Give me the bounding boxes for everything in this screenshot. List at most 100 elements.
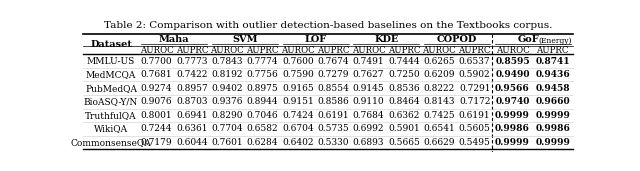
Text: 0.9145: 0.9145 — [353, 84, 385, 93]
Text: AUPRC: AUPRC — [317, 46, 349, 55]
Text: AUROC: AUROC — [211, 46, 244, 55]
Text: 0.6265: 0.6265 — [424, 57, 455, 66]
Text: 0.6537: 0.6537 — [459, 57, 490, 66]
Text: 0.8222: 0.8222 — [424, 84, 455, 93]
Text: 0.8001: 0.8001 — [141, 111, 172, 120]
Text: AUROC: AUROC — [281, 46, 315, 55]
Text: 0.9076: 0.9076 — [141, 97, 172, 106]
Text: Table 2: Comparison with outlier detection-based baselines on the Textbooks corp: Table 2: Comparison with outlier detecti… — [104, 21, 552, 30]
Text: 0.6044: 0.6044 — [176, 138, 208, 147]
Text: 0.7684: 0.7684 — [353, 111, 385, 120]
Text: TruthfulQA: TruthfulQA — [85, 111, 137, 120]
Text: 0.7601: 0.7601 — [211, 138, 243, 147]
Text: 0.8536: 0.8536 — [388, 84, 420, 93]
Text: 0.9986: 0.9986 — [495, 124, 530, 133]
Text: 0.7172: 0.7172 — [459, 97, 490, 106]
Text: 0.8595: 0.8595 — [495, 57, 530, 66]
Text: 0.6362: 0.6362 — [388, 111, 420, 120]
Text: COPOD: COPOD — [437, 35, 477, 44]
Text: 0.6402: 0.6402 — [282, 138, 314, 147]
Text: AUPRC: AUPRC — [536, 46, 569, 55]
Text: 0.5605: 0.5605 — [459, 124, 491, 133]
Text: 0.7773: 0.7773 — [176, 57, 207, 66]
Text: 0.7444: 0.7444 — [388, 57, 420, 66]
Text: 0.7700: 0.7700 — [141, 57, 172, 66]
Text: Maha: Maha — [159, 35, 189, 44]
Text: 0.9999: 0.9999 — [495, 111, 530, 120]
Text: AUPRC: AUPRC — [175, 46, 208, 55]
Text: 0.9458: 0.9458 — [536, 84, 570, 93]
Text: AUROC: AUROC — [495, 46, 529, 55]
Text: MMLU-US: MMLU-US — [87, 57, 135, 66]
Text: 0.7756: 0.7756 — [246, 70, 278, 79]
Text: 0.7291: 0.7291 — [459, 84, 490, 93]
Text: CommonsenseQA: CommonsenseQA — [70, 138, 152, 147]
Text: 0.9436: 0.9436 — [536, 70, 570, 79]
Text: 0.9999: 0.9999 — [535, 138, 570, 147]
Text: 0.7600: 0.7600 — [282, 57, 314, 66]
Text: AUROC: AUROC — [352, 46, 385, 55]
Text: 0.7627: 0.7627 — [353, 70, 385, 79]
Text: 0.7704: 0.7704 — [211, 124, 243, 133]
Text: 0.8741: 0.8741 — [536, 57, 570, 66]
Text: 0.6191: 0.6191 — [459, 111, 490, 120]
Text: 0.7046: 0.7046 — [247, 111, 278, 120]
Text: WikiQA: WikiQA — [94, 124, 128, 133]
Text: 0.8554: 0.8554 — [317, 84, 349, 93]
Text: 0.7590: 0.7590 — [282, 70, 314, 79]
Text: 0.8143: 0.8143 — [424, 97, 455, 106]
Text: 0.9110: 0.9110 — [353, 97, 385, 106]
Text: 0.7422: 0.7422 — [176, 70, 207, 79]
Text: KDE: KDE — [374, 35, 399, 44]
Text: 0.9999: 0.9999 — [535, 111, 570, 120]
Text: 0.6582: 0.6582 — [247, 124, 278, 133]
Text: BioASQ-Y/N: BioASQ-Y/N — [84, 97, 138, 106]
Text: 0.8464: 0.8464 — [388, 97, 420, 106]
Text: 0.7250: 0.7250 — [388, 70, 420, 79]
Text: 0.9165: 0.9165 — [282, 84, 314, 93]
Text: 0.9999: 0.9999 — [495, 138, 530, 147]
Text: 0.7244: 0.7244 — [141, 124, 172, 133]
Text: 0.6191: 0.6191 — [317, 111, 349, 120]
Text: 0.5665: 0.5665 — [388, 138, 420, 147]
Text: 0.6629: 0.6629 — [424, 138, 455, 147]
Text: 0.9986: 0.9986 — [535, 124, 570, 133]
Text: 0.7279: 0.7279 — [317, 70, 349, 79]
Text: AUPRC: AUPRC — [246, 46, 279, 55]
Text: (Energy): (Energy) — [538, 37, 572, 44]
Text: 0.9402: 0.9402 — [211, 84, 243, 93]
Text: 0.5330: 0.5330 — [317, 138, 349, 147]
Text: 0.5495: 0.5495 — [459, 138, 491, 147]
Text: 0.7424: 0.7424 — [282, 111, 314, 120]
Text: AUPRC: AUPRC — [388, 46, 420, 55]
Text: 0.5901: 0.5901 — [388, 124, 420, 133]
Text: Dataset: Dataset — [90, 40, 132, 49]
Text: 0.7681: 0.7681 — [141, 70, 172, 79]
Text: 0.9660: 0.9660 — [536, 97, 570, 106]
Text: 0.9490: 0.9490 — [495, 70, 530, 79]
Text: GoF: GoF — [518, 35, 540, 44]
Text: SVM: SVM — [232, 35, 258, 44]
Text: 0.6209: 0.6209 — [424, 70, 455, 79]
Text: 0.8586: 0.8586 — [317, 97, 349, 106]
Text: 0.8944: 0.8944 — [247, 97, 278, 106]
Text: AUPRC: AUPRC — [458, 46, 491, 55]
Text: 0.6361: 0.6361 — [176, 124, 207, 133]
Text: 0.9151: 0.9151 — [282, 97, 314, 106]
Text: 0.8290: 0.8290 — [211, 111, 243, 120]
Text: 0.7179: 0.7179 — [141, 138, 172, 147]
Text: 0.6704: 0.6704 — [282, 124, 314, 133]
Text: 0.7774: 0.7774 — [247, 57, 278, 66]
Text: PubMedQA: PubMedQA — [85, 84, 137, 93]
Text: 0.9566: 0.9566 — [495, 84, 530, 93]
Text: 0.7843: 0.7843 — [211, 57, 243, 66]
Text: 0.8192: 0.8192 — [211, 70, 243, 79]
Text: MedMCQA: MedMCQA — [86, 70, 136, 79]
Text: 0.9376: 0.9376 — [211, 97, 243, 106]
Text: 0.5902: 0.5902 — [459, 70, 490, 79]
Text: 0.5735: 0.5735 — [317, 124, 349, 133]
Text: AUROC: AUROC — [140, 46, 173, 55]
Text: 0.7491: 0.7491 — [353, 57, 385, 66]
Text: AUROC: AUROC — [422, 46, 456, 55]
Text: 0.6992: 0.6992 — [353, 124, 385, 133]
